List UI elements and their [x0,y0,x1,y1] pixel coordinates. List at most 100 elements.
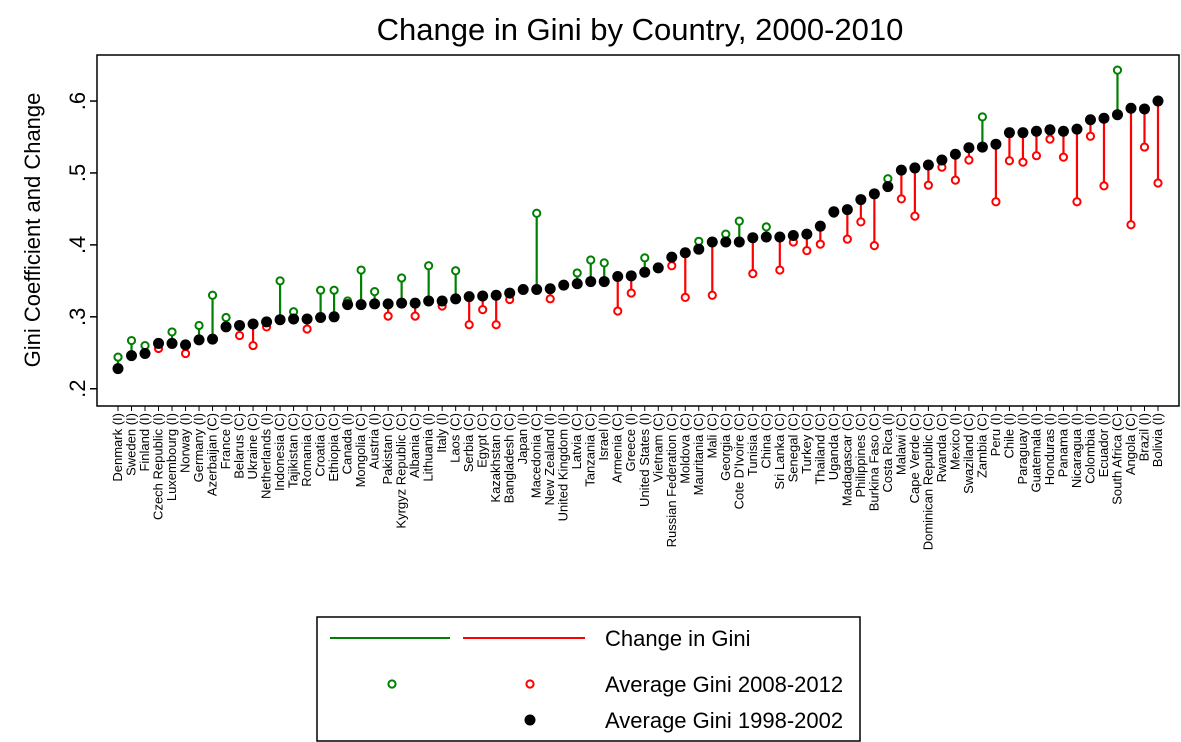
gini-2008-2012 [626,288,636,298]
gini-1998-2002 [436,295,448,307]
x-tick-label: Brazil (I) [1136,413,1151,461]
gini-2008-2012 [248,340,258,351]
gini-1998-2002 [490,289,502,301]
gini-1998-2002 [625,270,637,282]
gini-2008-2012 [234,330,245,341]
gini-1998-2002 [922,159,934,171]
gini-1998-2002 [787,230,799,242]
x-tick-label: Ethiopia (C) [326,413,341,482]
gini-1998-2002 [868,188,880,200]
x-tick-label: Ecuador (I) [1096,413,1111,477]
gini-1998-2002 [1003,127,1015,139]
gini-1998-2002 [1125,102,1137,114]
gini-2008-2012 [802,246,812,256]
x-tick-label: Colombia (I) [1082,413,1097,484]
x-tick-label: Germany (I) [191,413,206,482]
gini-2008-2012 [167,327,177,337]
x-tick-label: Belarus (C) [232,413,247,479]
x-tick-label: Costa Rica (I) [880,413,895,492]
gini-1998-2002 [733,236,745,248]
gini-1998-2002 [1017,127,1029,139]
gini-1998-2002 [139,347,151,359]
gini-1998-2002 [315,312,327,324]
gini-2008-2012 [599,258,609,268]
x-tick-label: Dominican Republic (C) [920,413,935,550]
gini-2008-2012 [315,285,326,295]
legend-fall-circle [525,679,535,689]
gini-2008-2012 [923,180,933,190]
gini-2008-2012 [815,239,825,249]
gini-1998-2002 [369,298,381,310]
gini-2008-2012 [329,285,339,295]
x-tick-label: Ukraine (C) [245,413,260,479]
x-tick-label: Bolivia (I) [1150,413,1165,467]
x-tick-label: Nicaragua (I) [1069,413,1084,488]
gini-2008-2012 [180,348,191,359]
gini-2008-2012 [1126,220,1136,230]
gini-1998-2002 [706,236,718,248]
gini-1998-2002 [531,283,543,295]
x-tick-label: Philippines (C) [853,413,868,498]
gini-2008-2012 [275,276,285,286]
gini-2008-2012 [964,155,974,165]
gini-2008-2012 [910,211,920,221]
gini-2008-2012 [113,352,123,362]
x-tick-label: United States (I) [637,413,652,507]
gini-1998-2002 [409,297,421,309]
gini-1998-2002 [612,271,624,283]
x-tick-label: Austria (I) [367,413,382,469]
gini-2008-2012 [1072,197,1082,207]
gini-1998-2002 [895,164,907,176]
x-tick-label: Malawi (C) [893,413,908,475]
y-tick-label: .3 [65,308,90,326]
gini-2008-2012 [707,290,717,300]
gini-2008-2012 [397,273,407,283]
x-tick-label: Paraguay (I) [1015,413,1030,485]
gini-2008-2012 [1031,151,1042,161]
gini-1998-2002 [112,363,124,375]
gini-1998-2002 [423,295,435,307]
gini-2008-2012 [842,234,852,244]
gini-1998-2002 [598,276,610,288]
gini-2008-2012 [207,290,218,300]
gini-1998-2002 [180,339,192,351]
x-tick-label: United Kingdom (I) [556,413,571,521]
x-tick-label: Armenia (C) [610,413,625,483]
x-tick-label: Denmark (I) [110,413,125,482]
x-tick-label: Albania (C) [407,413,422,478]
gini-2008-2012 [977,112,988,122]
x-tick-label: Latvia (C) [569,413,584,469]
x-tick-label: Cape Verde (C) [907,413,922,503]
x-tick-label: Pakistan (C) [380,413,395,485]
x-tick-label: Lithuania (I) [421,413,436,482]
gini-1998-2002 [882,181,894,193]
gini-2008-2012 [370,287,380,297]
gini-2008-2012 [424,261,434,271]
gini-1998-2002 [355,299,367,311]
gini-1998-2002 [558,279,570,291]
gini-2008-2012 [1018,157,1028,167]
x-tick-label: Kyrgyz Republic (C) [394,413,409,529]
gini-1998-2002 [1071,123,1083,135]
gini-1998-2002 [1138,103,1150,115]
x-tick-label: Chile (I) [1001,413,1016,459]
gini-1998-2002 [855,194,867,206]
gini-1998-2002 [841,204,853,216]
x-tick-label: Thailand (C) [812,413,827,485]
gini-2008-2012 [221,312,231,323]
gini-2008-2012 [572,268,582,278]
y-tick-label: .5 [65,164,90,182]
x-tick-label: South Africa (C) [1109,413,1124,505]
x-tick-label: Netherlands (I) [259,413,274,499]
gini-1998-2002 [504,287,516,299]
gini-2008-2012 [126,335,137,346]
x-tick-label: China (C) [758,413,773,469]
x-tick-label: Egypt (C) [475,413,490,468]
gini-2008-2012 [1112,65,1123,75]
x-tick-label: Sri Lanka (C) [772,413,787,490]
gini-1998-2002 [234,319,246,331]
gini-2008-2012 [302,324,312,334]
gini-2008-2012 [410,311,420,321]
x-tick-label: Tunisia (C) [745,413,760,476]
x-tick-label: Japan (I) [515,413,530,464]
